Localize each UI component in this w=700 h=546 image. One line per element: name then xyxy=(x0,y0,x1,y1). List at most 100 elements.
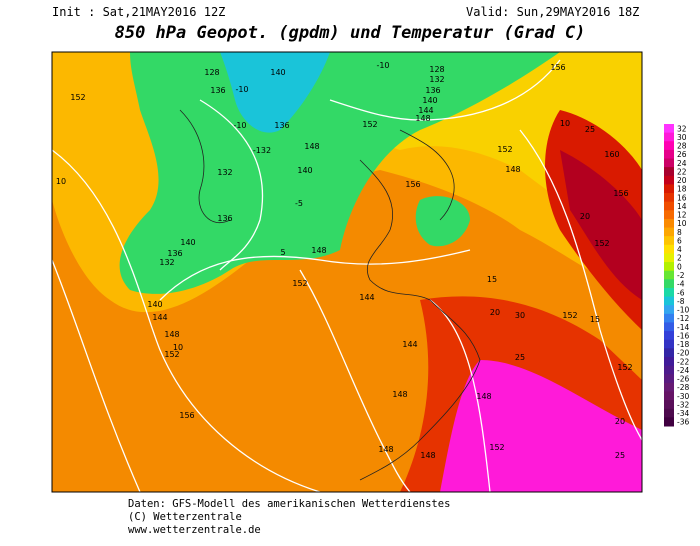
contour-label: 30 xyxy=(515,311,525,320)
colorbar-swatch xyxy=(664,141,674,151)
footer-copyright: (C) Wetterzentrale xyxy=(128,511,242,523)
colorbar-swatch xyxy=(664,382,674,392)
colorbar-label: 6 xyxy=(677,236,682,245)
colorbar-label: 32 xyxy=(677,124,687,133)
colorbar-label: 16 xyxy=(677,193,687,202)
colorbar-label: 28 xyxy=(677,142,687,151)
init-time: Init : Sat,21MAY2016 12Z xyxy=(52,5,225,19)
colorbar-swatch xyxy=(664,417,674,427)
colorbar-label: 12 xyxy=(677,211,687,220)
footer-url: www.wetterzentrale.de xyxy=(128,524,261,536)
colorbar-swatch xyxy=(664,408,674,418)
contour-label: 148 xyxy=(304,142,319,151)
contour-label: 25 xyxy=(615,451,625,460)
contour-label: 152 xyxy=(497,145,512,154)
contour-label: 128 xyxy=(429,65,444,74)
contour-label: -10 xyxy=(235,85,248,94)
colorbar-label: -34 xyxy=(677,409,689,418)
colorbar-label: -6 xyxy=(677,288,685,297)
colorbar-label: -10 xyxy=(677,306,689,315)
colorbar-swatch xyxy=(664,391,674,401)
colorbar-swatch xyxy=(664,331,674,341)
contour-label: -10 xyxy=(376,61,389,70)
contour-label: 152 xyxy=(594,239,609,248)
colorbar-label: 14 xyxy=(677,202,687,211)
colorbar-label: 22 xyxy=(677,167,687,176)
contour-label: 152 xyxy=(562,311,577,320)
colorbar-label: -12 xyxy=(677,314,689,323)
colorbar-swatch xyxy=(664,201,674,211)
contour-label: 148 xyxy=(392,390,407,399)
colorbar-swatch xyxy=(664,305,674,315)
contour-label: -10 xyxy=(233,121,246,130)
colorbar-swatch xyxy=(664,236,674,246)
contour-label: 140 xyxy=(422,96,437,105)
contour-label: 156 xyxy=(405,180,420,189)
contour-label: 10 xyxy=(56,177,66,186)
valid-time: Valid: Sun,29MAY2016 18Z xyxy=(466,5,639,19)
colorbar-swatch xyxy=(664,287,674,298)
colorbar-label: -30 xyxy=(677,392,689,401)
contour-label: 152 xyxy=(164,350,179,359)
colorbar-label: 18 xyxy=(677,185,687,194)
contour-label: 152 xyxy=(489,443,504,452)
colorbar-label: -24 xyxy=(677,366,689,375)
contour-label: 148 xyxy=(505,165,520,174)
colorbar-swatch xyxy=(664,313,674,323)
colorbar-swatch xyxy=(664,167,674,177)
colorbar-swatch xyxy=(664,322,674,332)
colorbar-label: 24 xyxy=(677,159,687,168)
colorbar-swatch xyxy=(664,253,674,263)
contour-label: -132 xyxy=(253,146,271,155)
contour-label: 148 xyxy=(420,451,435,460)
contour-label: 156 xyxy=(550,63,565,72)
contour-label: 144 xyxy=(359,293,374,302)
contour-label: 136 xyxy=(217,214,232,223)
colorbar-label: -16 xyxy=(677,331,689,340)
contour-label: 144 xyxy=(152,313,167,322)
colorbar: 32302826242220181614121086420-2-4-6-8-10… xyxy=(664,124,689,427)
colorbar-label: 8 xyxy=(677,228,682,237)
contour-label: 152 xyxy=(292,279,307,288)
contour-label: 10 xyxy=(173,343,183,352)
colorbar-swatch xyxy=(664,270,674,280)
colorbar-swatch xyxy=(664,132,674,142)
colorbar-label: -18 xyxy=(677,340,689,349)
contour-label: 136 xyxy=(167,249,182,258)
colorbar-swatch xyxy=(664,262,674,272)
contour-label: 132 xyxy=(429,75,444,84)
contour-label: 20 xyxy=(580,212,590,221)
colorbar-label: 30 xyxy=(677,133,687,142)
colorbar-label: -14 xyxy=(677,323,689,332)
colorbar-swatch xyxy=(664,193,674,203)
colorbar-swatch xyxy=(664,218,674,229)
contour-label: 25 xyxy=(585,125,595,134)
contour-label: 132 xyxy=(159,258,174,267)
contour-label: 15 xyxy=(487,275,497,284)
contour-label: 152 xyxy=(362,120,377,129)
colorbar-label: 2 xyxy=(677,254,682,263)
contour-label: 132 xyxy=(217,168,232,177)
colorbar-swatch xyxy=(664,356,674,367)
colorbar-label: -26 xyxy=(677,375,689,384)
colorbar-label: -8 xyxy=(677,297,685,306)
colorbar-label: -20 xyxy=(677,349,689,358)
colorbar-label: -2 xyxy=(677,271,685,280)
colorbar-label: 4 xyxy=(677,245,682,254)
colorbar-swatch xyxy=(664,124,674,134)
colorbar-label: -28 xyxy=(677,383,689,392)
contour-label: 148 xyxy=(476,392,491,401)
contour-label: 10 xyxy=(560,119,570,128)
contour-label: 144 xyxy=(402,340,417,349)
colorbar-swatch xyxy=(664,227,674,237)
contour-label: 148 xyxy=(164,330,179,339)
colorbar-swatch xyxy=(664,339,674,349)
contour-label: 156 xyxy=(179,411,194,420)
colorbar-label: 10 xyxy=(677,219,687,228)
colorbar-swatch xyxy=(664,296,674,306)
contour-label: 25 xyxy=(515,353,525,362)
contour-label: 156 xyxy=(613,189,628,198)
map-title: 850 hPa Geopot. (gpdm) und Temperatur (G… xyxy=(115,23,586,43)
